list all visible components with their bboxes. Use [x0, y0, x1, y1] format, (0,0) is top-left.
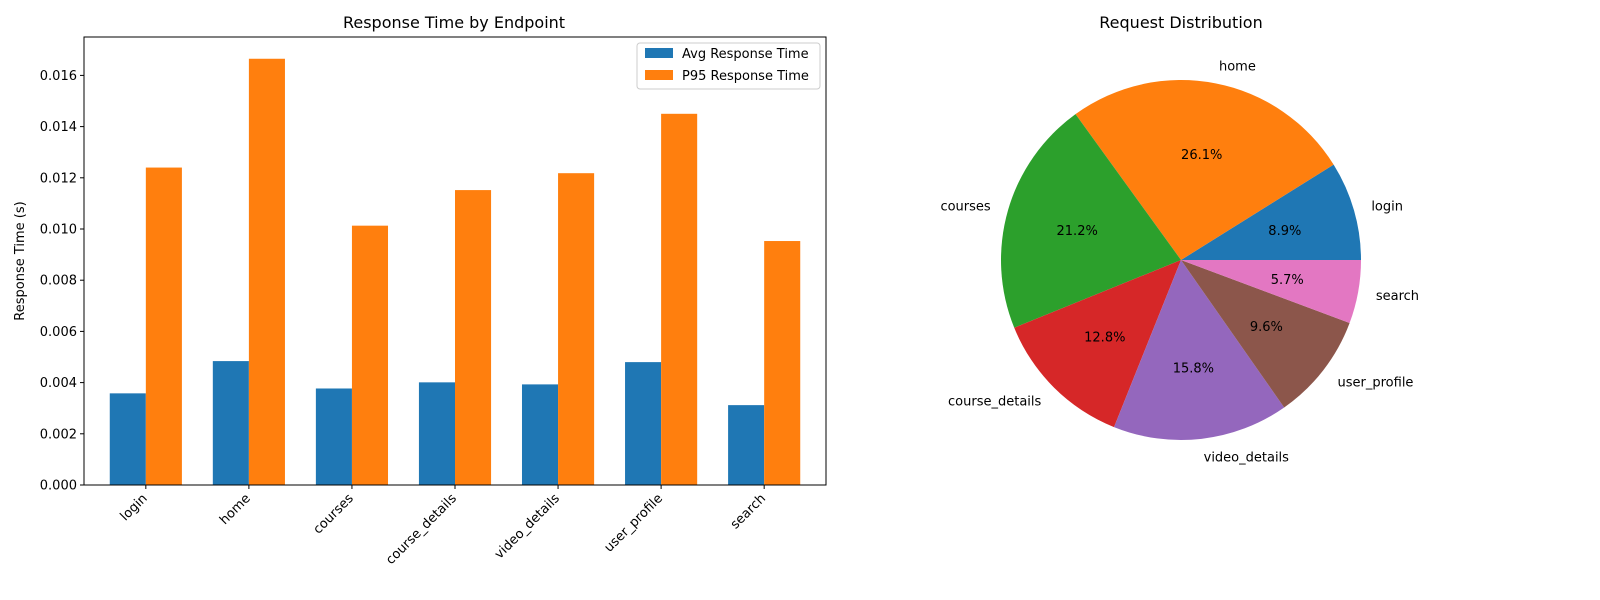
x-tick-label: course_details: [383, 491, 460, 568]
y-tick-label: 0.012: [40, 171, 77, 186]
pie-label-home: home: [1219, 60, 1256, 75]
legend-swatch-avg: [645, 48, 673, 58]
y-axis: 0.000 0.002 0.004 0.006 0.008 0.010 0.012 0.014…: [40, 69, 84, 494]
pie-pct-login: 8.9%: [1268, 224, 1301, 239]
bar-p95-video_details: [558, 173, 595, 485]
y-tick-label: 0.002: [40, 427, 77, 442]
y-tick-label: 0.004: [40, 376, 77, 391]
y-tick-label: 0.008: [40, 274, 77, 289]
bar-plot-area: [109, 58, 801, 486]
pie-plot-area: login 8.9% home 26.1% courses 21.2% course_det…: [940, 60, 1419, 466]
bar-p95-home: [248, 58, 285, 485]
x-tick-label: home: [217, 491, 254, 528]
pie-slice-video_details: [1114, 260, 1285, 440]
y-axis-label: Response Time (s): [13, 201, 28, 320]
legend: Avg Response Time P95 Response Time: [636, 42, 821, 90]
y-tick-label: 0.000: [40, 479, 77, 494]
bar-avg-courses: [315, 388, 352, 485]
legend-label-p95: P95 Response Time: [682, 69, 809, 84]
x-tick-label: courses: [311, 491, 357, 537]
bar-chart: Response Time by Endpoint 0.0000.0020.00…: [13, 13, 827, 568]
pie-pct-home: 26.1%: [1181, 148, 1222, 163]
x-tick-label: user_profile: [602, 491, 666, 555]
pie-chart: Request Distribution login 8.9% home 26.1% c…: [940, 13, 1419, 466]
bar-chart-title: Response Time by Endpoint: [343, 13, 565, 32]
legend-swatch-p95: [645, 70, 673, 80]
bar-avg-user_profile: [625, 362, 662, 485]
pie-label-video_details: video_details: [1204, 451, 1290, 466]
y-tick-label: 0.016: [40, 69, 77, 84]
pie-pct-user_profile: 9.6%: [1250, 320, 1283, 335]
pie-slice-user_profile: [1181, 260, 1350, 408]
pie-label-login: login: [1371, 199, 1403, 214]
bar-avg-course_details: [418, 382, 455, 485]
pie-chart-title: Request Distribution: [1099, 13, 1262, 32]
bar-avg-video_details: [521, 384, 559, 485]
pie-label-user_profile: user_profile: [1338, 375, 1414, 390]
bar-p95-search: [764, 241, 801, 485]
pie-slice-search: [1181, 260, 1361, 324]
bar-p95-user_profile: [661, 113, 698, 486]
y-tick-label: 0.010: [40, 223, 77, 238]
bar-avg-login: [109, 393, 146, 485]
pie-pct-course_details: 12.8%: [1084, 331, 1125, 346]
bar-p95-course_details: [455, 190, 492, 485]
pie-pct-video_details: 15.8%: [1173, 361, 1214, 376]
pie-label-search: search: [1376, 289, 1419, 304]
bar-p95-courses: [351, 225, 389, 485]
y-tick-label: 0.014: [40, 120, 77, 135]
pie-slice-course_details: [1014, 260, 1181, 428]
y-tick-label: 0.006: [40, 325, 77, 340]
pie-label-course_details: course_details: [948, 394, 1041, 409]
x-tick-label: video_details: [492, 491, 563, 562]
x-axis: login home courses course_details video_deta…: [118, 485, 769, 568]
pie-slice-home: [1075, 80, 1334, 260]
pie-pct-courses: 21.2%: [1057, 224, 1098, 239]
legend-label-avg: Avg Response Time: [682, 47, 809, 62]
x-tick-label: login: [118, 491, 151, 524]
x-tick-label: search: [728, 491, 769, 532]
bar-p95-login: [145, 167, 182, 485]
legend-box: [636, 42, 821, 90]
bar-avg-search: [728, 405, 765, 485]
bar-avg-home: [212, 361, 249, 485]
pie-pct-search: 5.7%: [1271, 273, 1304, 288]
pie-slice-login: [1181, 164, 1361, 260]
pie-label-courses: courses: [940, 199, 990, 214]
pie-slice-courses: [1000, 114, 1181, 328]
